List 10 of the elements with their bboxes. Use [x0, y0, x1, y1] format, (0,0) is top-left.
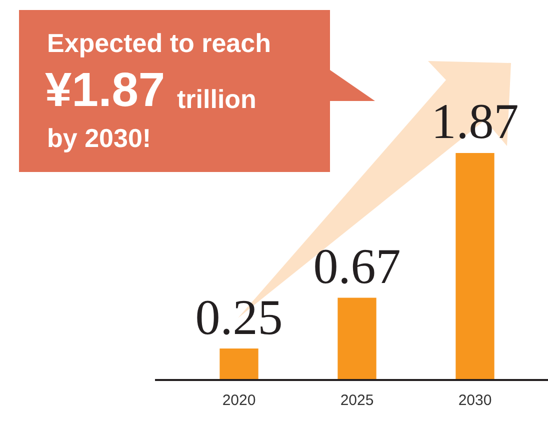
text: by 2030! — [47, 122, 152, 153]
x-tick-label: 2020 — [222, 392, 256, 410]
text: ¥1.87 — [45, 64, 166, 118]
text: trillion — [177, 84, 256, 114]
text: Expected to reach — [47, 28, 271, 58]
data-label: 0.67 — [313, 238, 401, 294]
x-tick-label: 2030 — [458, 392, 492, 410]
x-tick-label: 2025 — [340, 392, 374, 410]
data-label: 0.25 — [195, 288, 283, 345]
data-label: 1.87 — [431, 93, 519, 149]
